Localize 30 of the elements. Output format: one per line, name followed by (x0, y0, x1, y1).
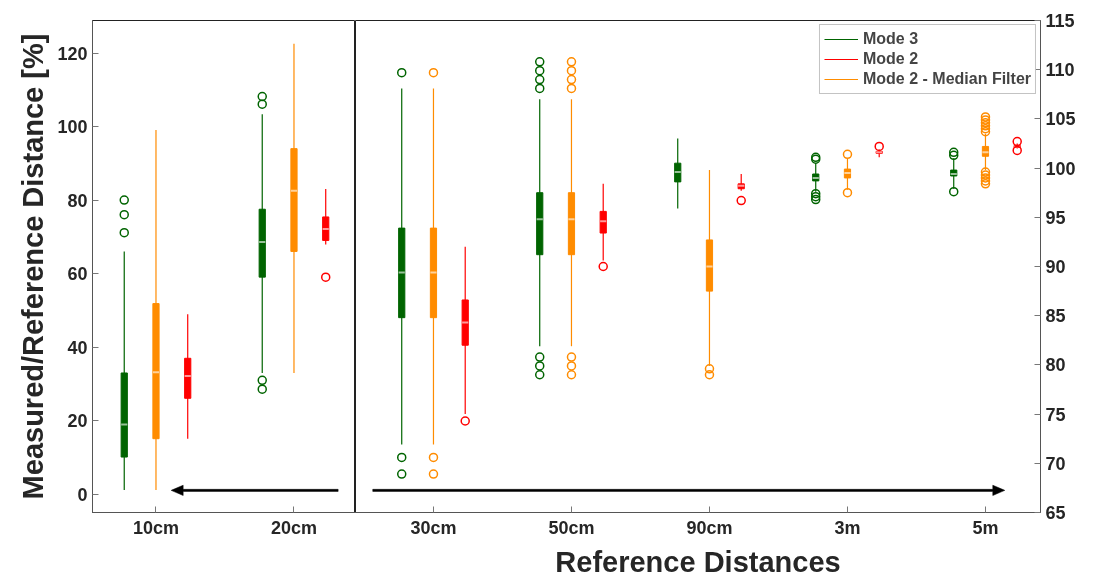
y-tick-label: 100 (57, 117, 88, 138)
y-tick-label: 115 (1045, 11, 1075, 31)
y-tick-label: 65 (1045, 503, 1066, 523)
y-tick-label: 20 (67, 411, 88, 432)
x-tick-label: 30cm (410, 517, 457, 538)
legend-label: Mode 3 (862, 30, 919, 48)
y-tick-label: 70 (1045, 453, 1066, 474)
x-axis-title: Reference Distances (555, 545, 841, 578)
y-tick-label: 60 (67, 264, 88, 285)
legend-label: Mode 2 - Median Filter (862, 70, 1031, 88)
y-tick-label: 40 (67, 337, 88, 358)
legend-label: Mode 2 (862, 50, 919, 68)
x-tick-label: 90cm (686, 517, 733, 538)
y-tick-label: 80 (1045, 355, 1066, 376)
x-tick-label: 3m (834, 517, 861, 538)
y-tick-label: 95 (1045, 207, 1066, 228)
y-tick-label: 75 (1045, 404, 1066, 425)
y-tick-label: 85 (1045, 306, 1066, 327)
y-axis-title: Measured/Reference Distance [%] (17, 33, 50, 500)
x-tick-label: 50cm (548, 517, 595, 538)
y-tick-label: 90 (1045, 257, 1066, 277)
y-tick-label: 120 (57, 44, 88, 65)
x-tick-label: 20cm (270, 517, 318, 538)
y-tick-label: 110 (1045, 60, 1075, 81)
x-tick-label: 10cm (132, 517, 180, 538)
x-tick-label: 5m (972, 517, 999, 538)
y-tick-label: 0 (77, 484, 88, 505)
y-tick-label: 105 (1045, 109, 1076, 130)
y-tick-label: 80 (67, 190, 88, 211)
y-tick-label: 100 (1045, 158, 1076, 179)
